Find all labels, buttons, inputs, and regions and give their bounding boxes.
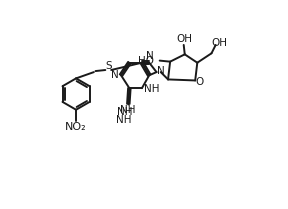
- Text: O: O: [196, 77, 204, 87]
- Text: OH: OH: [211, 38, 228, 48]
- Text: HO: HO: [138, 56, 154, 66]
- Text: S: S: [105, 61, 111, 71]
- Text: NH: NH: [118, 107, 133, 117]
- Text: NH: NH: [120, 105, 136, 115]
- Text: N: N: [111, 70, 119, 80]
- Text: NO₂: NO₂: [65, 122, 87, 133]
- Text: NH: NH: [144, 84, 160, 94]
- Text: NH: NH: [116, 115, 132, 125]
- Text: OH: OH: [177, 34, 193, 44]
- Text: N: N: [157, 66, 165, 76]
- Text: N: N: [146, 51, 154, 61]
